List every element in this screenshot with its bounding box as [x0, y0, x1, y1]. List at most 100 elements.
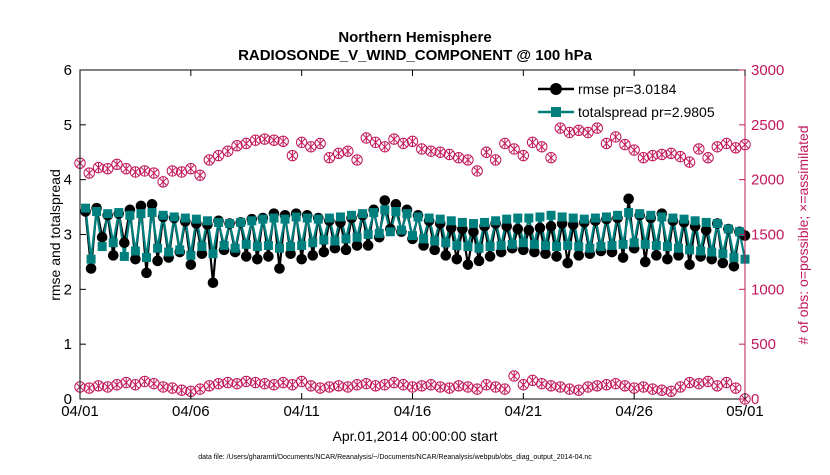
- obs-possible-marker: [166, 165, 179, 177]
- obs-marker-ring: [305, 380, 317, 392]
- obs-possible-marker: [609, 131, 622, 143]
- obs-possible-marker: [259, 133, 271, 145]
- obs-possible-marker: [369, 136, 382, 149]
- obs-marker-ring: [388, 376, 400, 389]
- totalspread-point: [219, 240, 229, 250]
- obs-possible-marker: [545, 152, 557, 164]
- obs-possible-marker: [388, 133, 400, 145]
- x-tick-label: 04/16: [394, 403, 432, 420]
- obs-marker-ring: [406, 381, 419, 393]
- totalspread-point: [164, 247, 174, 257]
- rmse-point: [340, 244, 352, 256]
- x-axis-label: Apr.01,2014 00:00:00 start: [332, 428, 497, 444]
- totalspread-point: [474, 243, 484, 253]
- obs-assimilated-marker: [563, 383, 576, 395]
- totalspread-point: [662, 242, 672, 252]
- totalspread-point: [668, 213, 678, 223]
- obs-marker-ring: [471, 165, 483, 177]
- obs-marker-ring: [656, 148, 668, 161]
- obs-possible-marker: [600, 137, 613, 150]
- obs-possible-marker: [619, 138, 631, 151]
- rmse-point: [96, 231, 108, 243]
- obs-marker-ring: [452, 380, 465, 392]
- y2-tick-label: 1000: [751, 281, 784, 298]
- totalspread-point: [369, 208, 379, 218]
- obs-marker-ring: [526, 136, 539, 149]
- y2-tick-label: 1500: [751, 227, 784, 244]
- rmse-point: [429, 244, 440, 256]
- rmse-point: [252, 253, 263, 265]
- obs-assimilated-marker: [157, 381, 169, 393]
- obs-marker-ring: [231, 139, 243, 152]
- obs-marker-ring: [665, 385, 677, 398]
- obs-possible-marker: [656, 148, 668, 161]
- totalspread-point: [446, 216, 456, 226]
- obs-possible-marker: [157, 176, 169, 188]
- obs-possible-marker: [702, 152, 714, 164]
- rmse-point: [185, 259, 197, 270]
- obs-marker-ring: [656, 384, 668, 396]
- obs-marker-ring: [259, 133, 271, 145]
- obs-marker-ring: [720, 137, 733, 150]
- obs-marker-ring: [563, 383, 576, 395]
- obs-marker-ring: [138, 165, 151, 177]
- legend-totalspread-marker: [551, 107, 561, 117]
- totalspread-point: [468, 219, 478, 229]
- chart-subtitle: RADIOSONDE_V_WIND_COMPONENT @ 100 hPa: [238, 47, 593, 64]
- obs-assimilated-marker: [554, 381, 566, 393]
- obs-marker-ring: [249, 134, 262, 146]
- totalspread-point: [258, 214, 268, 224]
- rmse-point: [651, 250, 662, 261]
- obs-marker-ring: [249, 376, 262, 389]
- obs-assimilated-marker: [369, 380, 382, 392]
- obs-assimilated-marker: [351, 379, 363, 391]
- obs-possible-marker: [295, 136, 308, 149]
- obs-assimilated-marker: [314, 382, 326, 394]
- obs-marker-ring: [342, 381, 354, 393]
- totalspread-point: [391, 206, 401, 216]
- rmse-point: [639, 256, 651, 268]
- rmse-point: [484, 251, 496, 262]
- obs-possible-marker: [323, 152, 336, 164]
- totalspread-point: [280, 214, 290, 224]
- obs-marker-ring: [212, 377, 225, 390]
- obs-possible-marker: [646, 149, 659, 162]
- obs-possible-marker: [637, 152, 650, 164]
- obs-marker-ring: [203, 380, 216, 392]
- totalspread-point: [480, 217, 490, 227]
- totalspread-point: [424, 213, 434, 223]
- obs-marker-ring: [545, 152, 557, 164]
- obs-marker-ring: [369, 136, 382, 149]
- totalspread-point: [541, 240, 550, 250]
- obs-possible-marker: [397, 137, 409, 150]
- totalspread-point: [125, 210, 135, 220]
- obs-assimilated-marker: [138, 375, 151, 388]
- obs-marker-ring: [693, 143, 705, 155]
- totalspread-point: [396, 225, 406, 235]
- obs-marker-ring: [674, 150, 687, 163]
- obs-assimilated-marker: [443, 382, 456, 394]
- totalspread-point: [524, 213, 534, 223]
- totalspread-point: [324, 213, 334, 223]
- rmse-point: [307, 250, 319, 261]
- obs-marker-ring: [425, 145, 437, 157]
- totalspread-point: [502, 214, 512, 224]
- axes: 0 1 2 3 4 5 6 0 500 1000 1500 2000 2500 3000 04/01 04/0…: [61, 62, 784, 420]
- obs-marker-ring: [268, 134, 280, 146]
- totalspread-point: [596, 242, 606, 252]
- rmse-point: [85, 263, 97, 274]
- rmse-point: [296, 253, 307, 265]
- obs-assimilated-marker: [416, 380, 428, 392]
- rmse-point: [462, 259, 474, 270]
- obs-assimilated-marker: [545, 380, 557, 392]
- obs-possible-marker: [231, 139, 243, 152]
- obs-marker-ring: [600, 379, 613, 391]
- obs-assimilated-marker: [249, 376, 262, 389]
- rmse-point: [728, 261, 740, 272]
- obs-assimilated-marker: [268, 379, 280, 391]
- totalspread-point: [590, 213, 600, 223]
- totalspread-point: [579, 214, 589, 224]
- y2-tick-label: 2000: [751, 172, 784, 189]
- totalspread-point: [463, 242, 473, 252]
- totalspread-point: [441, 238, 451, 248]
